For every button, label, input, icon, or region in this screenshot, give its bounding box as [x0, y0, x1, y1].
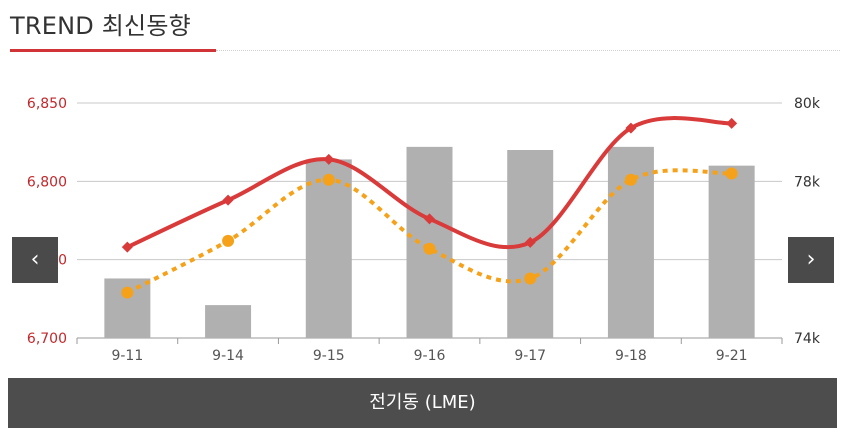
x-tick-label: 9-14 [212, 348, 244, 364]
next-arrow-button[interactable]: › [788, 237, 834, 283]
bar [205, 305, 252, 338]
bar [708, 165, 755, 338]
point-circle [222, 234, 235, 247]
point-circle [725, 167, 738, 180]
point-circle [121, 286, 134, 299]
x-tick-label: 9-15 [313, 348, 345, 364]
point-diamond [726, 117, 738, 129]
bar [406, 146, 453, 338]
title-underline [10, 49, 216, 52]
left-axis-label: 6,800 [27, 174, 67, 190]
x-tick-label: 9-11 [111, 348, 143, 364]
x-tick-label: 9-16 [414, 348, 446, 364]
left-axis-label: 6,700 [27, 331, 67, 347]
trend-chart: 9-11 9-14 9-15 9-16 9-17 9-18 9-21 6,850 6,800 6,… [27, 96, 821, 364]
point-circle [524, 272, 537, 285]
header: TREND 최신동향 [10, 4, 840, 52]
bar [305, 159, 352, 338]
page-title: TREND 최신동향 [10, 12, 191, 40]
point-circle [322, 173, 335, 186]
x-tick-label: 9-17 [514, 348, 546, 364]
point-diamond [323, 153, 335, 165]
right-axis-label: 80k [794, 96, 821, 112]
right-axis-label: 78k [794, 174, 821, 190]
x-tick-label: 9-18 [615, 348, 647, 364]
point-circle [624, 173, 637, 186]
point-circle [423, 242, 436, 255]
point-diamond [424, 213, 435, 225]
x-tick-label: 9-21 [716, 348, 748, 364]
point-diamond [524, 236, 536, 248]
prev-arrow-button[interactable]: ‹ [12, 237, 58, 283]
title-divider [216, 50, 840, 51]
point-diamond [121, 241, 133, 253]
right-axis-label: 74k [794, 331, 821, 347]
point-diamond [222, 194, 234, 206]
left-axis-label: 6,850 [27, 96, 67, 112]
point-diamond [625, 122, 637, 134]
chart-caption-bar: 전기동 (LME) [8, 378, 837, 428]
